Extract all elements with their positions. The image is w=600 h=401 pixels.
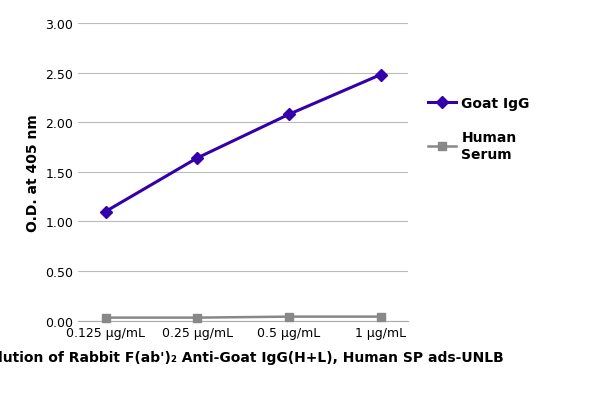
Line: Goat IgG: Goat IgG: [101, 71, 385, 216]
Goat IgG: [194, 156, 201, 161]
Legend: Goat IgG, Human
Serum: Goat IgG, Human Serum: [428, 96, 530, 161]
Goat IgG: [285, 113, 292, 117]
Y-axis label: O.D. at 405 nm: O.D. at 405 nm: [26, 114, 40, 231]
Goat IgG: [102, 210, 109, 215]
Human
Serum: [285, 314, 292, 319]
X-axis label: Dilution of Rabbit F(ab')₂ Anti-Goat IgG(H+L), Human SP ads-UNLB: Dilution of Rabbit F(ab')₂ Anti-Goat IgG…: [0, 350, 504, 365]
Goat IgG: [377, 73, 384, 78]
Human
Serum: [102, 316, 109, 320]
Human
Serum: [377, 314, 384, 319]
Line: Human
Serum: Human Serum: [101, 313, 385, 322]
Human
Serum: [194, 316, 201, 320]
